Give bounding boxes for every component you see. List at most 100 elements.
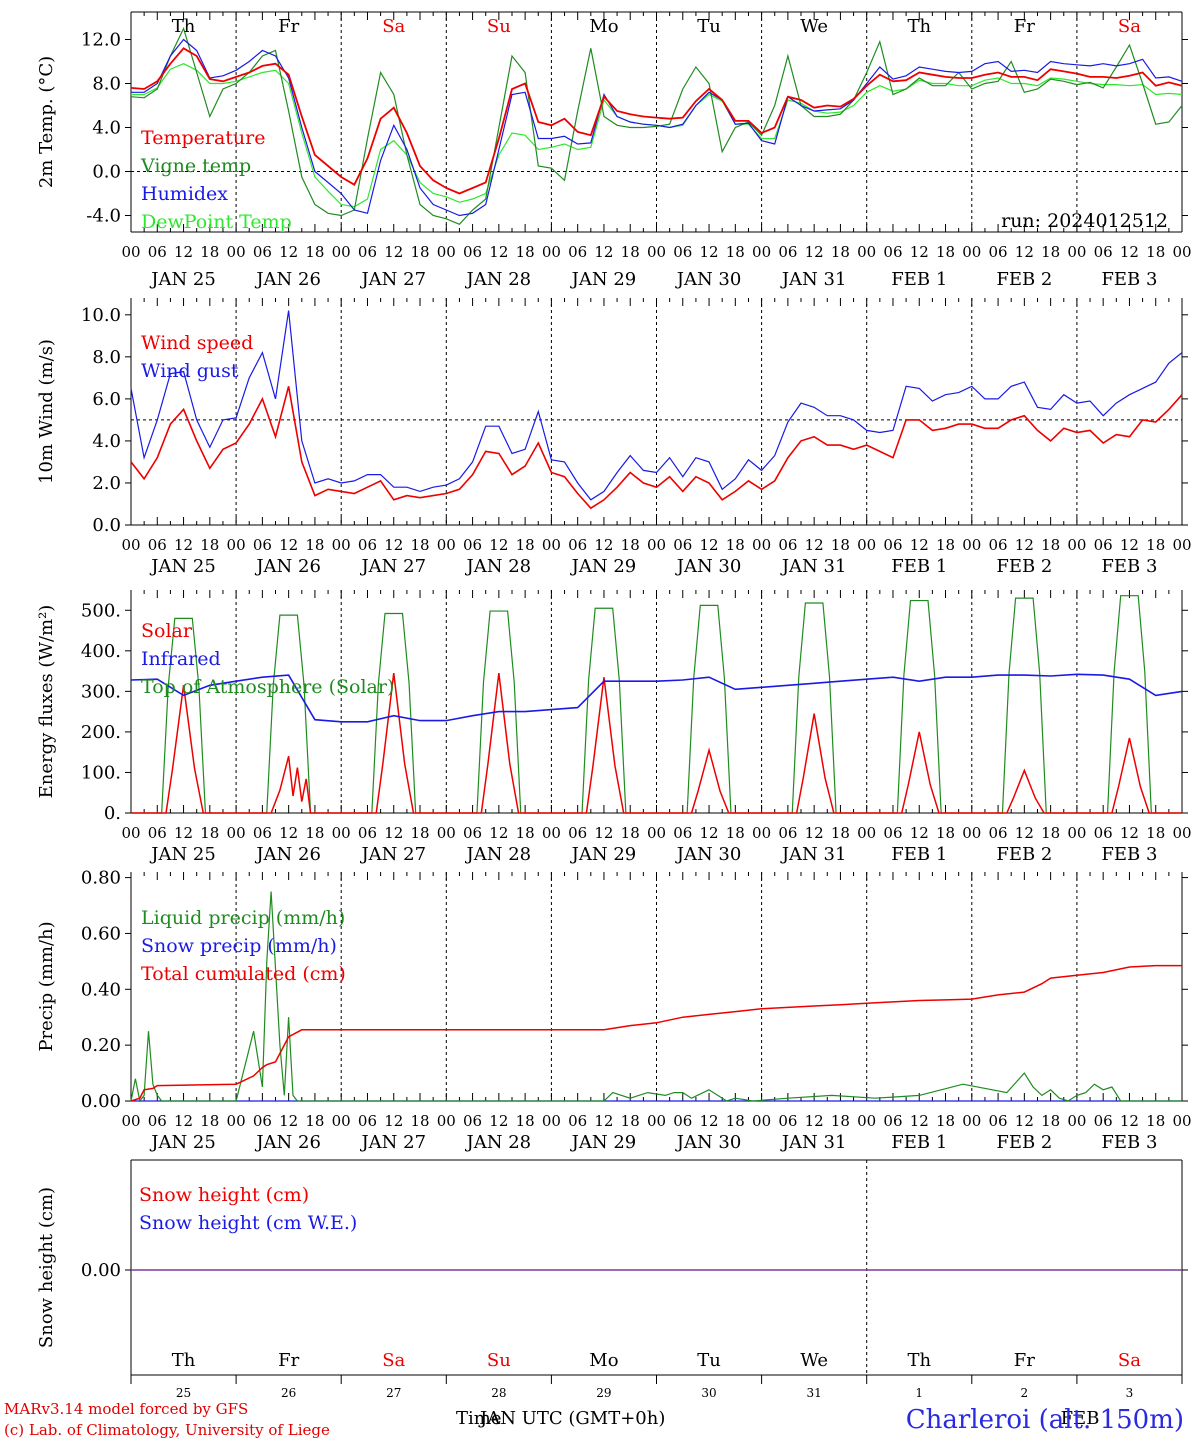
date-label: FEB 1 — [891, 1132, 947, 1153]
y-axis-title: Snow height (cm) — [36, 1187, 57, 1348]
hour-tick-label: 12 — [174, 243, 193, 261]
hour-tick-label: 00 — [332, 243, 351, 261]
weekday-label: Th — [907, 16, 931, 37]
location-label: Charleroi (alt. 150m) — [906, 1405, 1184, 1435]
hour-tick-label: 06 — [358, 243, 377, 261]
hour-tick-label: 18 — [305, 1112, 324, 1130]
hour-tick-label: 12 — [279, 824, 298, 842]
hour-tick-label: 12 — [489, 243, 508, 261]
date-label: JAN 26 — [254, 269, 321, 290]
hour-tick-label: 12 — [1120, 1112, 1139, 1130]
hour-tick-label: 06 — [568, 243, 587, 261]
hour-tick-label: 06 — [883, 243, 902, 261]
hour-tick-label: 18 — [516, 1112, 535, 1130]
hour-tick-label: 12 — [384, 536, 403, 554]
hour-tick-label: 12 — [1015, 243, 1034, 261]
hour-tick-label: 00 — [121, 824, 140, 842]
hour-tick-label: 18 — [200, 1112, 219, 1130]
hour-tick-label: 12 — [279, 243, 298, 261]
hour-tick-label: 06 — [778, 243, 797, 261]
series-line-2-0 — [131, 673, 1182, 814]
hour-tick-label: 18 — [410, 536, 429, 554]
day-number: 27 — [386, 1386, 401, 1400]
hour-tick-label: 06 — [463, 824, 482, 842]
hour-tick-label: 18 — [831, 536, 850, 554]
legend-entry: DewPoint Temp — [141, 211, 292, 233]
date-label: JAN 30 — [675, 556, 742, 577]
weekday-label: We — [800, 1350, 828, 1371]
legend-entry: Vigne temp — [140, 155, 251, 177]
series-line-1-1 — [130, 310, 1183, 501]
hour-tick-label: 18 — [200, 824, 219, 842]
hour-tick-label: 00 — [857, 536, 876, 554]
date-label: JAN 25 — [149, 1132, 216, 1153]
y-tick-label: 12.0 — [81, 30, 121, 51]
hour-tick-label: 06 — [989, 1112, 1008, 1130]
hour-tick-label: 18 — [621, 824, 640, 842]
y-tick-label: 4.0 — [92, 431, 121, 452]
hour-tick-label: 06 — [463, 243, 482, 261]
hour-tick-label: 18 — [305, 536, 324, 554]
hour-tick-label: 12 — [489, 536, 508, 554]
date-label: FEB 3 — [1101, 1132, 1157, 1153]
hour-tick-label: 18 — [410, 1112, 429, 1130]
utc-axis-label: JAN UTC (GMT+0h) — [478, 1408, 665, 1429]
weekday-label: Th — [172, 16, 196, 37]
hour-tick-label: 12 — [805, 243, 824, 261]
hour-tick-label: 12 — [384, 243, 403, 261]
hour-tick-label: 00 — [647, 824, 666, 842]
hour-tick-label: 18 — [831, 243, 850, 261]
hour-tick-label: 12 — [910, 1112, 929, 1130]
hour-tick-label: 00 — [332, 536, 351, 554]
hour-tick-label: 06 — [1094, 536, 1113, 554]
y-tick-label: 200. — [81, 722, 121, 743]
hour-tick-label: 18 — [516, 243, 535, 261]
day-number: 30 — [701, 1386, 716, 1400]
hour-tick-label: 18 — [726, 1112, 745, 1130]
hour-tick-label: 06 — [253, 1112, 272, 1130]
footer-model: MARv3.14 model forced by GFS — [4, 1400, 248, 1418]
y-tick-label: 10.0 — [81, 305, 121, 326]
weekday-label: Th — [172, 1350, 196, 1371]
hour-tick-label: 00 — [752, 243, 771, 261]
hour-tick-label: 00 — [121, 1112, 140, 1130]
hour-tick-label: 12 — [805, 1112, 824, 1130]
date-label: JAN 31 — [780, 269, 847, 290]
y-tick-label: 500. — [81, 600, 121, 621]
hour-tick-label: 12 — [384, 824, 403, 842]
hour-tick-label: 06 — [1094, 243, 1113, 261]
weekday-label: Fr — [278, 16, 299, 37]
date-label: JAN 28 — [465, 269, 532, 290]
weekday-label: Mo — [589, 16, 618, 37]
hour-tick-label: 00 — [227, 1112, 246, 1130]
hour-tick-label: 06 — [568, 1112, 587, 1130]
hour-tick-label: 06 — [253, 824, 272, 842]
hour-tick-label: 06 — [253, 243, 272, 261]
day-number: 3 — [1126, 1386, 1134, 1400]
y-axis-title: Precip (mm/h) — [36, 921, 57, 1051]
legend-entry: Total cumulated (cm) — [141, 963, 346, 985]
hour-tick-label: 18 — [621, 243, 640, 261]
day-number: 2 — [1021, 1386, 1029, 1400]
hour-tick-label: 06 — [883, 536, 902, 554]
hour-tick-label: 18 — [200, 536, 219, 554]
hour-tick-label: 06 — [148, 824, 167, 842]
hour-tick-label: 06 — [989, 243, 1008, 261]
hour-tick-label: 06 — [463, 536, 482, 554]
date-label: JAN 30 — [675, 269, 742, 290]
hour-tick-label: 06 — [568, 536, 587, 554]
date-label: JAN 25 — [149, 269, 216, 290]
feb-axis-label: FEB — [1061, 1408, 1100, 1429]
hour-tick-label: 12 — [700, 824, 719, 842]
hour-tick-label: 00 — [437, 536, 456, 554]
series-line-3-2 — [130, 964, 1182, 1102]
date-label: FEB 3 — [1101, 844, 1157, 865]
hour-tick-label: 18 — [936, 243, 955, 261]
hour-tick-label: 00 — [542, 243, 561, 261]
hour-tick-label: 00 — [437, 243, 456, 261]
weekday-label: Sa — [1118, 16, 1141, 37]
date-label: JAN 25 — [149, 556, 216, 577]
hour-tick-label: 12 — [1120, 536, 1139, 554]
date-label: JAN 28 — [465, 1132, 532, 1153]
date-label: FEB 2 — [996, 556, 1052, 577]
